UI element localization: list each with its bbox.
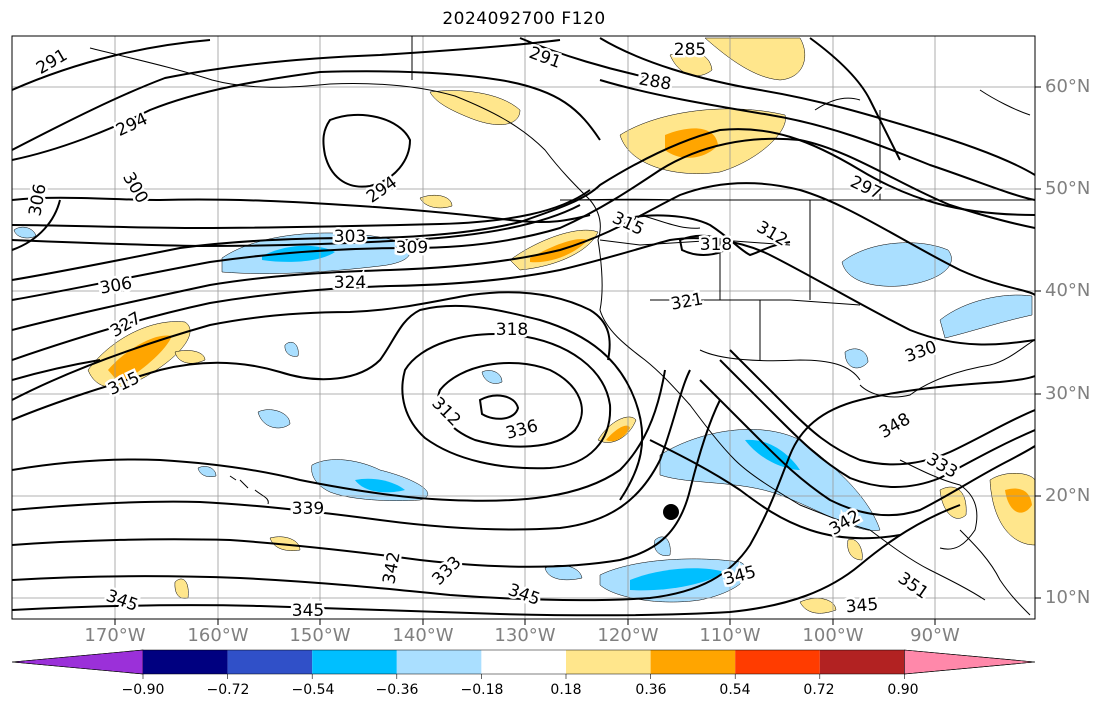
contour-label: 303 (334, 227, 366, 247)
pos-shade (665, 128, 718, 158)
colorbar-extend-low (11, 649, 144, 675)
map-frame (11, 35, 1036, 620)
colorbar-tick-label: 0.90 (887, 682, 919, 698)
pos-shade (174, 350, 206, 364)
colorbar-tick-label: 0.72 (803, 682, 835, 698)
colorbar-segment (143, 650, 228, 674)
pos-shade (669, 51, 713, 76)
contour-label: 345 (292, 601, 324, 621)
lon-label: 130°W (494, 625, 556, 646)
neg-shade (841, 242, 952, 287)
map-title: 2024092700 F120 (442, 9, 606, 29)
colorbar-tick-label: −0.90 (121, 682, 165, 698)
lon-label: 110°W (699, 625, 761, 646)
contour-label: 309 (396, 238, 428, 258)
colorbar-tick-label: 0.36 (635, 682, 667, 698)
lon-label: 170°W (84, 625, 146, 646)
neg-shade (284, 341, 299, 357)
colorbar-tick-label: −0.36 (375, 682, 419, 698)
pos-shade (1005, 488, 1032, 513)
contour-label: 318 (496, 320, 528, 340)
pos-shade (606, 425, 630, 442)
lon-label: 100°W (802, 625, 864, 646)
neg-shade (844, 348, 869, 369)
contour-label: 324 (334, 273, 366, 293)
contours (12, 37, 1035, 617)
colorbar-tick-label: −0.18 (460, 682, 504, 698)
pos-shade (419, 195, 453, 209)
neg-shade (197, 466, 217, 477)
colorbar-tick-label: −0.54 (291, 682, 335, 698)
colorbar-tick-label: −0.72 (206, 682, 250, 698)
lon-label: 120°W (597, 625, 659, 646)
colorbar-segment (481, 650, 566, 674)
colorbar (11, 649, 1036, 679)
lon-label: 160°W (187, 625, 249, 646)
lat-label: 10°N (1045, 587, 1091, 608)
low-center-marker (663, 504, 679, 520)
neg-shade (630, 568, 725, 591)
colorbar-segment (650, 650, 736, 674)
neg-shade (355, 478, 405, 493)
pos-shade (429, 90, 521, 125)
lat-label: 20°N (1045, 485, 1091, 506)
colorbar-tick-label: 0.18 (550, 682, 582, 698)
lon-label: 90°W (910, 625, 960, 646)
lat-label: 60°N (1045, 76, 1091, 97)
colorbar-segment (396, 650, 482, 674)
contour-label: 318 (700, 235, 732, 255)
colorbar-tick-label: 0.54 (719, 682, 751, 698)
lat-label: 40°N (1045, 280, 1091, 301)
neg-shade (257, 409, 291, 429)
pos-shade (799, 598, 837, 614)
pos-shade (847, 538, 863, 561)
graticule (12, 36, 1035, 619)
colorbar-segment (227, 650, 313, 674)
coastlines (89, 36, 1035, 616)
contour-label: 285 (674, 40, 706, 60)
colorbar-segment (819, 650, 905, 674)
lat-label: 50°N (1045, 178, 1091, 199)
contour-label: 345 (845, 595, 879, 618)
colorbar-segment (312, 650, 397, 674)
axis-ticks (114, 86, 1041, 625)
lat-label: 30°N (1045, 383, 1091, 404)
lon-label: 150°W (289, 625, 351, 646)
lon-label: 140°W (392, 625, 454, 646)
neg-shade (939, 294, 1033, 339)
colorbar-extend-high (904, 649, 1036, 675)
colorbar-segment (566, 650, 651, 674)
colorbar-segment (735, 650, 820, 674)
pos-shade (108, 335, 172, 384)
neg-shade (262, 245, 335, 262)
neg-shade (481, 370, 503, 384)
neg-shade (654, 536, 671, 556)
contour-label: 339 (292, 499, 324, 519)
